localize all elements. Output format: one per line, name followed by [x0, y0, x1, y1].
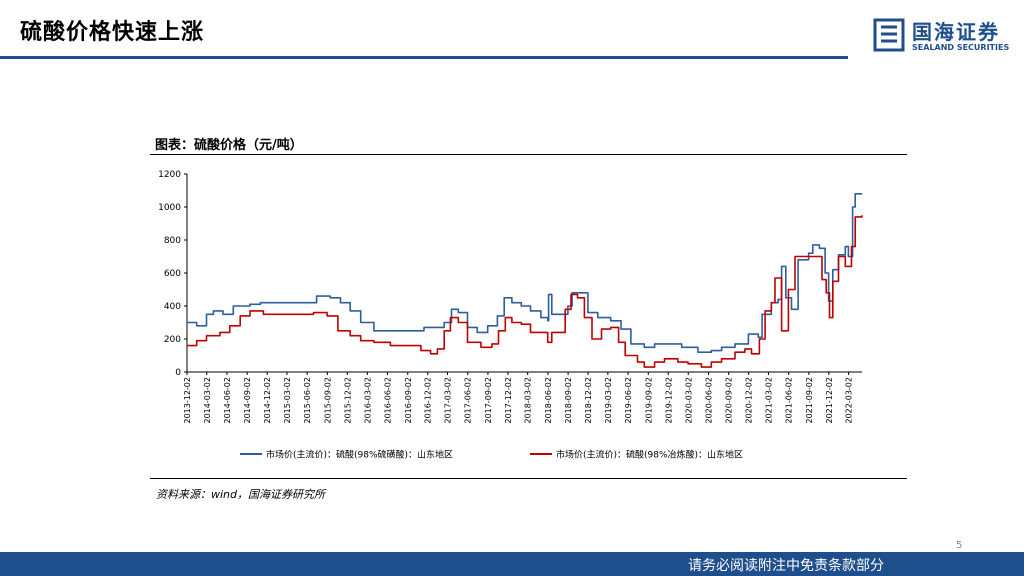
legend-label-2: 市场价(主流价)：硫酸(98%冶炼酸)：山东地区	[556, 449, 743, 461]
y-tick-label: 1000	[158, 203, 181, 213]
header-rule	[0, 56, 848, 59]
x-tick-label: 2017-03-02	[444, 377, 453, 424]
x-tick-label: 2019-03-02	[604, 377, 613, 424]
x-tick-label: 2020-06-02	[704, 377, 713, 424]
x-tick-label: 2019-12-02	[664, 377, 673, 424]
x-tick-label: 2016-09-02	[404, 377, 413, 424]
company-logo: 国海证券 SEALAND SECURITIES	[872, 14, 1022, 58]
x-tick-label: 2020-09-02	[725, 377, 734, 424]
x-tick-label: 2016-12-02	[424, 377, 433, 424]
page-number: 5	[956, 540, 963, 551]
y-tick-label: 1200	[158, 170, 181, 180]
x-tick-label: 2017-09-02	[484, 377, 493, 424]
series-line-2	[187, 215, 863, 368]
x-tick-labels: 2013-12-02 2014-03-02 2014-06-02 2014-09-02…	[183, 377, 854, 424]
x-tick-label: 2013-12-02	[183, 377, 192, 424]
x-tick-label: 2015-06-02	[303, 377, 312, 424]
sealand-logo-icon	[873, 18, 905, 52]
footer-bar: 请务必阅读附注中免责条款部分	[0, 552, 1024, 576]
chart-frame-bottom	[150, 478, 907, 479]
x-tick-label: 2020-12-02	[745, 377, 754, 424]
x-tick-label: 2014-12-02	[263, 377, 272, 424]
logo-cn-name: 国海证券	[912, 20, 1000, 44]
x-tick-label: 2016-03-02	[363, 377, 372, 424]
series-lines	[187, 193, 863, 368]
logo-en-name: SEALAND SECURITIES	[912, 43, 1010, 52]
y-tick-label: 600	[164, 269, 181, 279]
series-line-1	[187, 193, 862, 353]
x-tick-label: 2015-12-02	[343, 377, 352, 424]
x-tick-label: 2014-03-02	[203, 377, 212, 424]
source-note: 资料来源：wind，国海证券研究所	[156, 488, 326, 501]
x-tick-label: 2018-09-02	[564, 377, 573, 424]
x-tick-label: 2020-03-02	[684, 377, 693, 424]
y-tick-label: 0	[175, 368, 181, 378]
x-tick-label: 2019-09-02	[644, 377, 653, 424]
x-tick-label: 2017-06-02	[464, 377, 473, 424]
x-tick-label: 2022-03-02	[845, 377, 854, 424]
x-tick-label: 2014-09-02	[243, 377, 252, 424]
x-tick-label: 2019-06-02	[624, 377, 633, 424]
x-tick-label: 2018-03-02	[524, 377, 533, 424]
chart-legend: 市场价(主流价)：硫酸(98%硫磺酸)：山东地区 市场价(主流价)：硫酸(98%冶…	[240, 449, 743, 461]
chart-axes	[184, 173, 862, 375]
x-tick-label: 2017-12-02	[504, 377, 513, 424]
x-tick-label: 2021-03-02	[764, 377, 773, 424]
y-tick-label: 200	[164, 335, 181, 345]
x-tick-label: 2018-06-02	[544, 377, 553, 424]
price-line-chart: 0 200 400 600 800 1000 1200 2013-12-02 2014-03-…	[158, 170, 863, 461]
disclaimer-text: 请务必阅读附注中免责条款部分	[688, 558, 884, 574]
x-tick-label: 2014-06-02	[223, 377, 232, 424]
x-tick-label: 2021-06-02	[785, 377, 794, 424]
chart-frame-top	[150, 154, 907, 155]
x-tick-label: 2015-03-02	[283, 377, 292, 424]
chart-title: 图表：硫酸价格（元/吨）	[155, 138, 303, 153]
y-tick-label: 400	[164, 302, 181, 312]
x-tick-label: 2018-12-02	[584, 377, 593, 424]
x-tick-label: 2016-06-02	[384, 377, 393, 424]
y-tick-labels: 0 200 400 600 800 1000 1200	[158, 170, 181, 378]
legend-label-1: 市场价(主流价)：硫酸(98%硫磺酸)：山东地区	[266, 449, 453, 461]
slide-title: 硫酸价格快速上涨	[20, 20, 205, 45]
x-tick-label: 2021-12-02	[825, 377, 834, 424]
y-tick-label: 800	[164, 236, 181, 246]
x-tick-label: 2021-09-02	[805, 377, 814, 424]
x-tick-label: 2015-09-02	[323, 377, 332, 424]
